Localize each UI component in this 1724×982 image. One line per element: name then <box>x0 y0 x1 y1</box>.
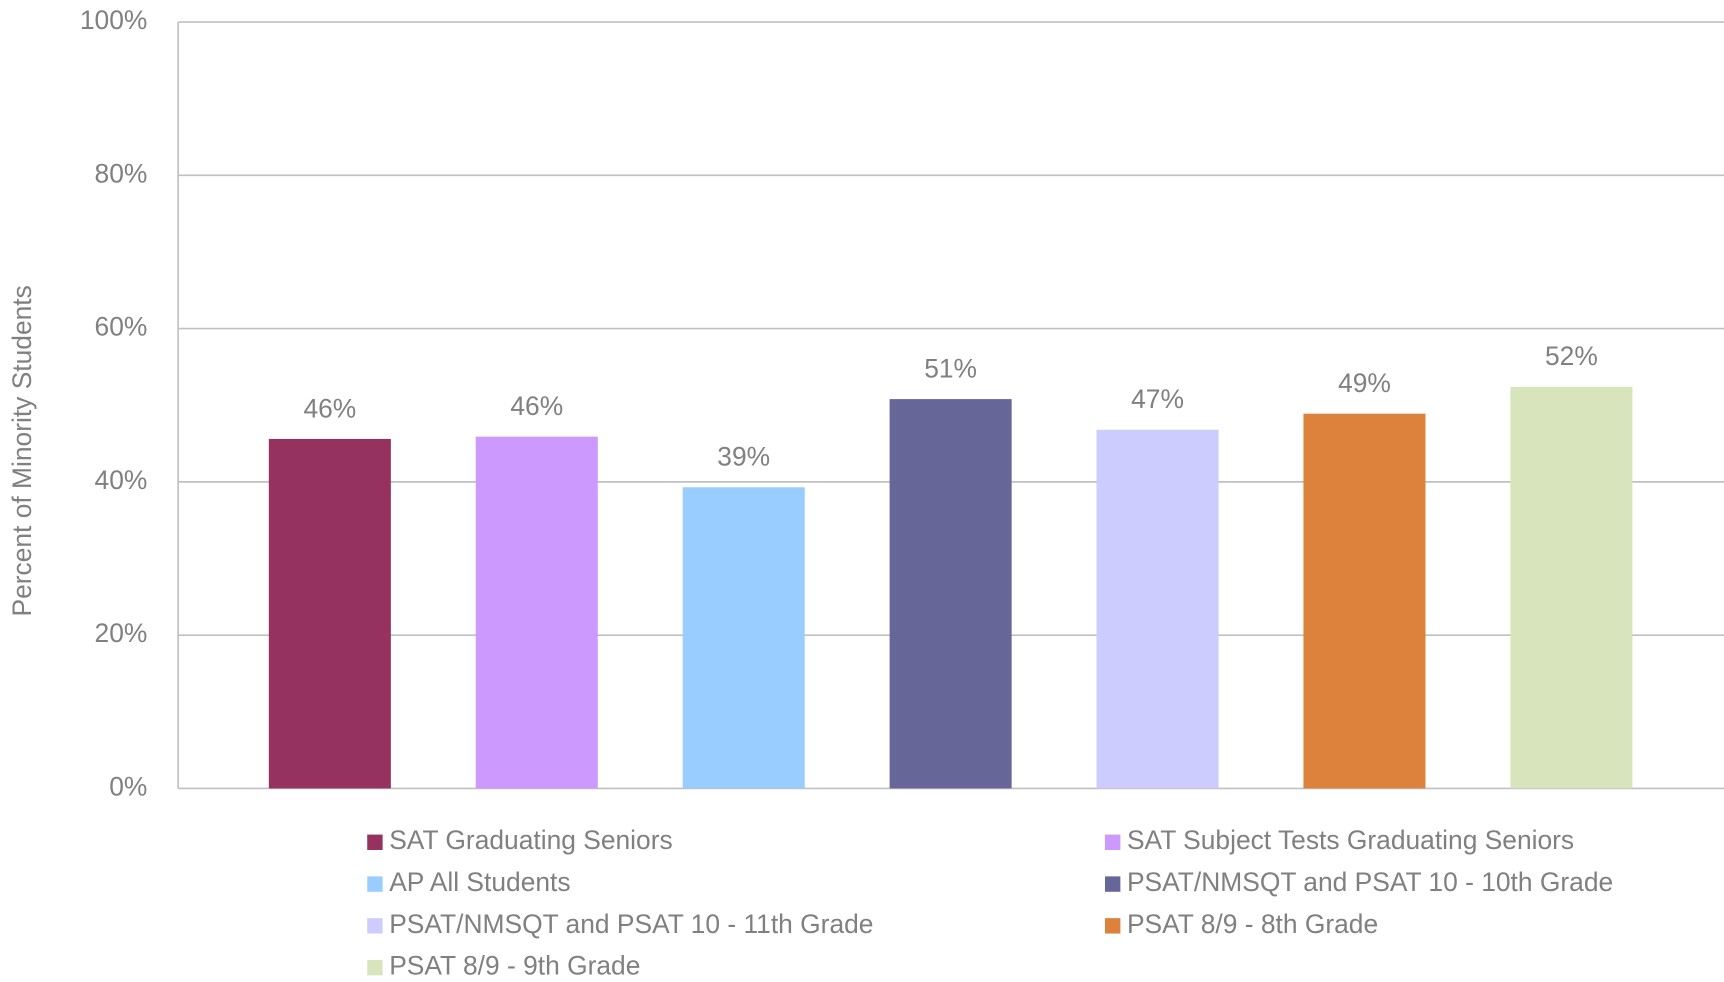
data-label: 47% <box>1131 384 1184 414</box>
legend-label: PSAT 8/9 - 9th Grade <box>389 951 640 981</box>
legend-label: SAT Graduating Seniors <box>389 825 672 855</box>
data-label: 46% <box>303 393 356 423</box>
y-tick-label: 60% <box>95 312 148 342</box>
bar <box>475 436 598 789</box>
data-label: 49% <box>1338 368 1391 398</box>
data-label: 51% <box>924 353 977 383</box>
data-label: 39% <box>717 442 770 472</box>
y-tick-label: 0% <box>109 771 147 801</box>
y-tick-label: 40% <box>95 465 148 495</box>
legend-label: AP All Students <box>389 867 570 897</box>
bar <box>1303 413 1426 789</box>
bar <box>889 399 1012 789</box>
y-tick-label: 80% <box>95 158 148 188</box>
legend-label: PSAT/NMSQT and PSAT 10 - 11th Grade <box>389 909 873 939</box>
legend-swatch <box>367 876 383 892</box>
legend-swatch <box>1104 834 1121 850</box>
legend-swatch <box>367 918 383 934</box>
legend-swatch <box>367 959 383 976</box>
y-tick-label: 20% <box>95 618 148 648</box>
legend-swatch <box>1104 876 1121 892</box>
y-tick-label: 100% <box>80 5 147 35</box>
legend-label: PSAT/NMSQT and PSAT 10 - 10th Grade <box>1127 867 1613 897</box>
bar <box>682 487 805 789</box>
bar <box>268 438 391 789</box>
legend-label: PSAT 8/9 - 8th Grade <box>1127 909 1378 939</box>
data-label: 52% <box>1545 341 1598 371</box>
legend-label: SAT Subject Tests Graduating Seniors <box>1127 825 1574 855</box>
data-label: 46% <box>510 391 563 421</box>
bar <box>1510 386 1633 789</box>
legend-swatch <box>367 834 383 850</box>
bar <box>1096 429 1219 789</box>
legend-swatch <box>1104 918 1121 934</box>
y-axis-label: Percent of Minority Students <box>7 285 37 616</box>
